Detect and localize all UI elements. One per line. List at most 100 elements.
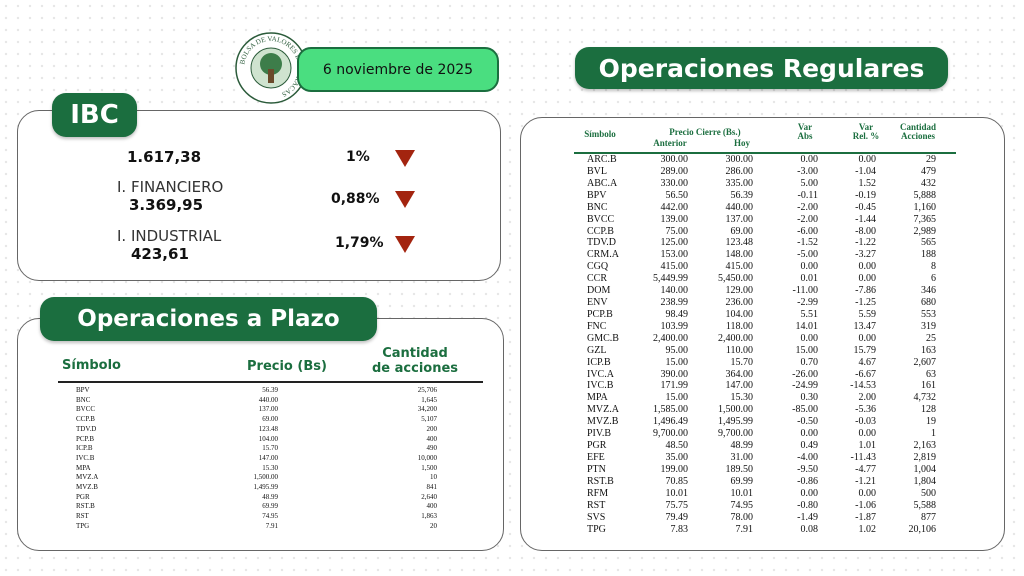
table-cell: -1.52 <box>797 237 818 249</box>
table-cell: 48.99 <box>262 492 278 501</box>
table-cell: 15.70 <box>262 444 278 453</box>
table-cell: -6.67 <box>855 368 876 380</box>
table-cell: RST <box>76 512 89 521</box>
table-cell: 1,496.49 <box>653 416 688 428</box>
table-cell: 0.01 <box>800 273 819 285</box>
table-cell: 140.00 <box>660 285 689 297</box>
table-cell: PGR <box>587 440 607 452</box>
table-cell: 123.48 <box>258 424 278 433</box>
table-cell: 4,732 <box>913 392 937 404</box>
table-cell: 442.00 <box>660 201 689 213</box>
table-cell: -85.00 <box>792 404 818 416</box>
table-cell: 0.49 <box>800 440 819 452</box>
table-cell: PGR <box>76 492 90 501</box>
down-arrow <box>395 191 415 208</box>
table-cell: 79.49 <box>665 511 689 523</box>
table-cell: 5.59 <box>858 308 877 320</box>
ibc-change: 0,88% <box>331 191 380 207</box>
table-cell: CCR <box>587 273 608 285</box>
table-cell: 123.48 <box>725 237 754 249</box>
table-cell: DOM <box>587 285 611 297</box>
table-cell: EFE <box>587 452 605 463</box>
table-cell: 0.00 <box>858 261 877 273</box>
table-cell: 1,500.00 <box>718 404 753 416</box>
table-cell: 98.49 <box>665 308 689 320</box>
table-cell: 1.02 <box>858 523 877 535</box>
table-cell: 20 <box>430 521 437 530</box>
table-cell: 69.99 <box>730 475 754 487</box>
table-cell: 70.85 <box>665 475 689 487</box>
table-cell: 238.99 <box>660 297 689 309</box>
table-cell: 5,107 <box>421 415 437 424</box>
table-cell: 877 <box>921 511 936 523</box>
table-cell: 1 <box>931 428 936 440</box>
table-cell: 440.00 <box>725 201 754 213</box>
table-cell: 10,000 <box>417 453 437 462</box>
table-cell: 1,500 <box>421 463 437 472</box>
table-cell: 34,200 <box>417 405 437 414</box>
table-cell: CCP.B <box>76 415 95 424</box>
table-cell: BPV <box>76 386 90 394</box>
table-cell: 29 <box>926 154 936 165</box>
table-cell: 390.00 <box>660 368 689 380</box>
header-line: Var <box>797 122 813 132</box>
table-cell: ABC.A <box>587 177 618 189</box>
table-cell: 0.00 <box>800 487 819 499</box>
table-cell: BVCC <box>587 213 615 225</box>
table-cell: TPG <box>76 521 90 530</box>
table-cell: 553 <box>921 308 936 320</box>
table-cell: 153.00 <box>660 249 689 261</box>
table-cell: 125.00 <box>660 237 689 249</box>
table-cell: 5,588 <box>913 499 937 511</box>
table-cell: 118.00 <box>725 320 753 332</box>
table-cell: 1,585.00 <box>653 404 688 416</box>
table-cell: 1,863 <box>421 512 437 521</box>
table-cell: 200 <box>426 424 438 433</box>
table-cell: 15.30 <box>262 463 278 472</box>
table-cell: 0.00 <box>858 487 877 499</box>
table-cell: ARC.B <box>587 154 617 165</box>
table-cell: 400 <box>426 502 438 511</box>
table-cell: MVZ.B <box>587 416 619 428</box>
header-line: Cantidad <box>382 346 448 361</box>
table-cell: 110.00 <box>725 344 753 356</box>
table-cell: 5.51 <box>800 308 819 320</box>
table-cell: 15.70 <box>730 356 754 368</box>
table-cell: 129.00 <box>725 285 754 297</box>
table-cell: 1.01 <box>858 440 877 452</box>
table-cell: CCP.B <box>587 225 614 237</box>
table-cell: GMC.B <box>587 332 619 344</box>
table-cell: 2,640 <box>421 492 437 501</box>
table-cell: 48.99 <box>730 440 754 452</box>
table-cell: -1.22 <box>855 237 876 249</box>
table-cell: 199.00 <box>660 463 689 475</box>
header-line: Abs <box>797 131 813 142</box>
table-cell: 565 <box>921 237 936 249</box>
table-cell: 346 <box>921 285 936 297</box>
table-cell: 78.00 <box>730 511 754 523</box>
table-cell: 15.30 <box>730 392 754 404</box>
table-cell: 5,450.00 <box>718 273 753 285</box>
table-cell: 7.91 <box>735 523 754 535</box>
ibc-value: 3.369,95 <box>129 196 204 214</box>
table-cell: ENV <box>587 297 608 309</box>
table-cell: 75.00 <box>665 225 689 237</box>
table-cell: 300.00 <box>660 154 689 165</box>
table-cell: -14.53 <box>850 380 876 392</box>
table-cell: 0.30 <box>800 392 819 404</box>
table-cell: ICP.B <box>587 356 611 368</box>
table-cell: -9.50 <box>797 463 818 475</box>
table-cell: 56.50 <box>665 189 689 201</box>
table-cell: 364.00 <box>725 368 754 380</box>
table-cell: 95.00 <box>665 344 689 356</box>
table-cell: 19 <box>926 416 936 428</box>
table-cell: 0.00 <box>858 428 877 440</box>
table-cell: 415.00 <box>660 261 689 273</box>
col-header: Anterior <box>653 138 687 148</box>
table-cell: 161 <box>921 380 936 392</box>
table-cell: 6 <box>931 273 936 285</box>
table-cell: 0.70 <box>800 356 819 368</box>
table-cell: 56.39 <box>262 386 278 394</box>
table-cell: 15.00 <box>795 344 819 356</box>
table-cell: MVZ.A <box>76 473 99 482</box>
